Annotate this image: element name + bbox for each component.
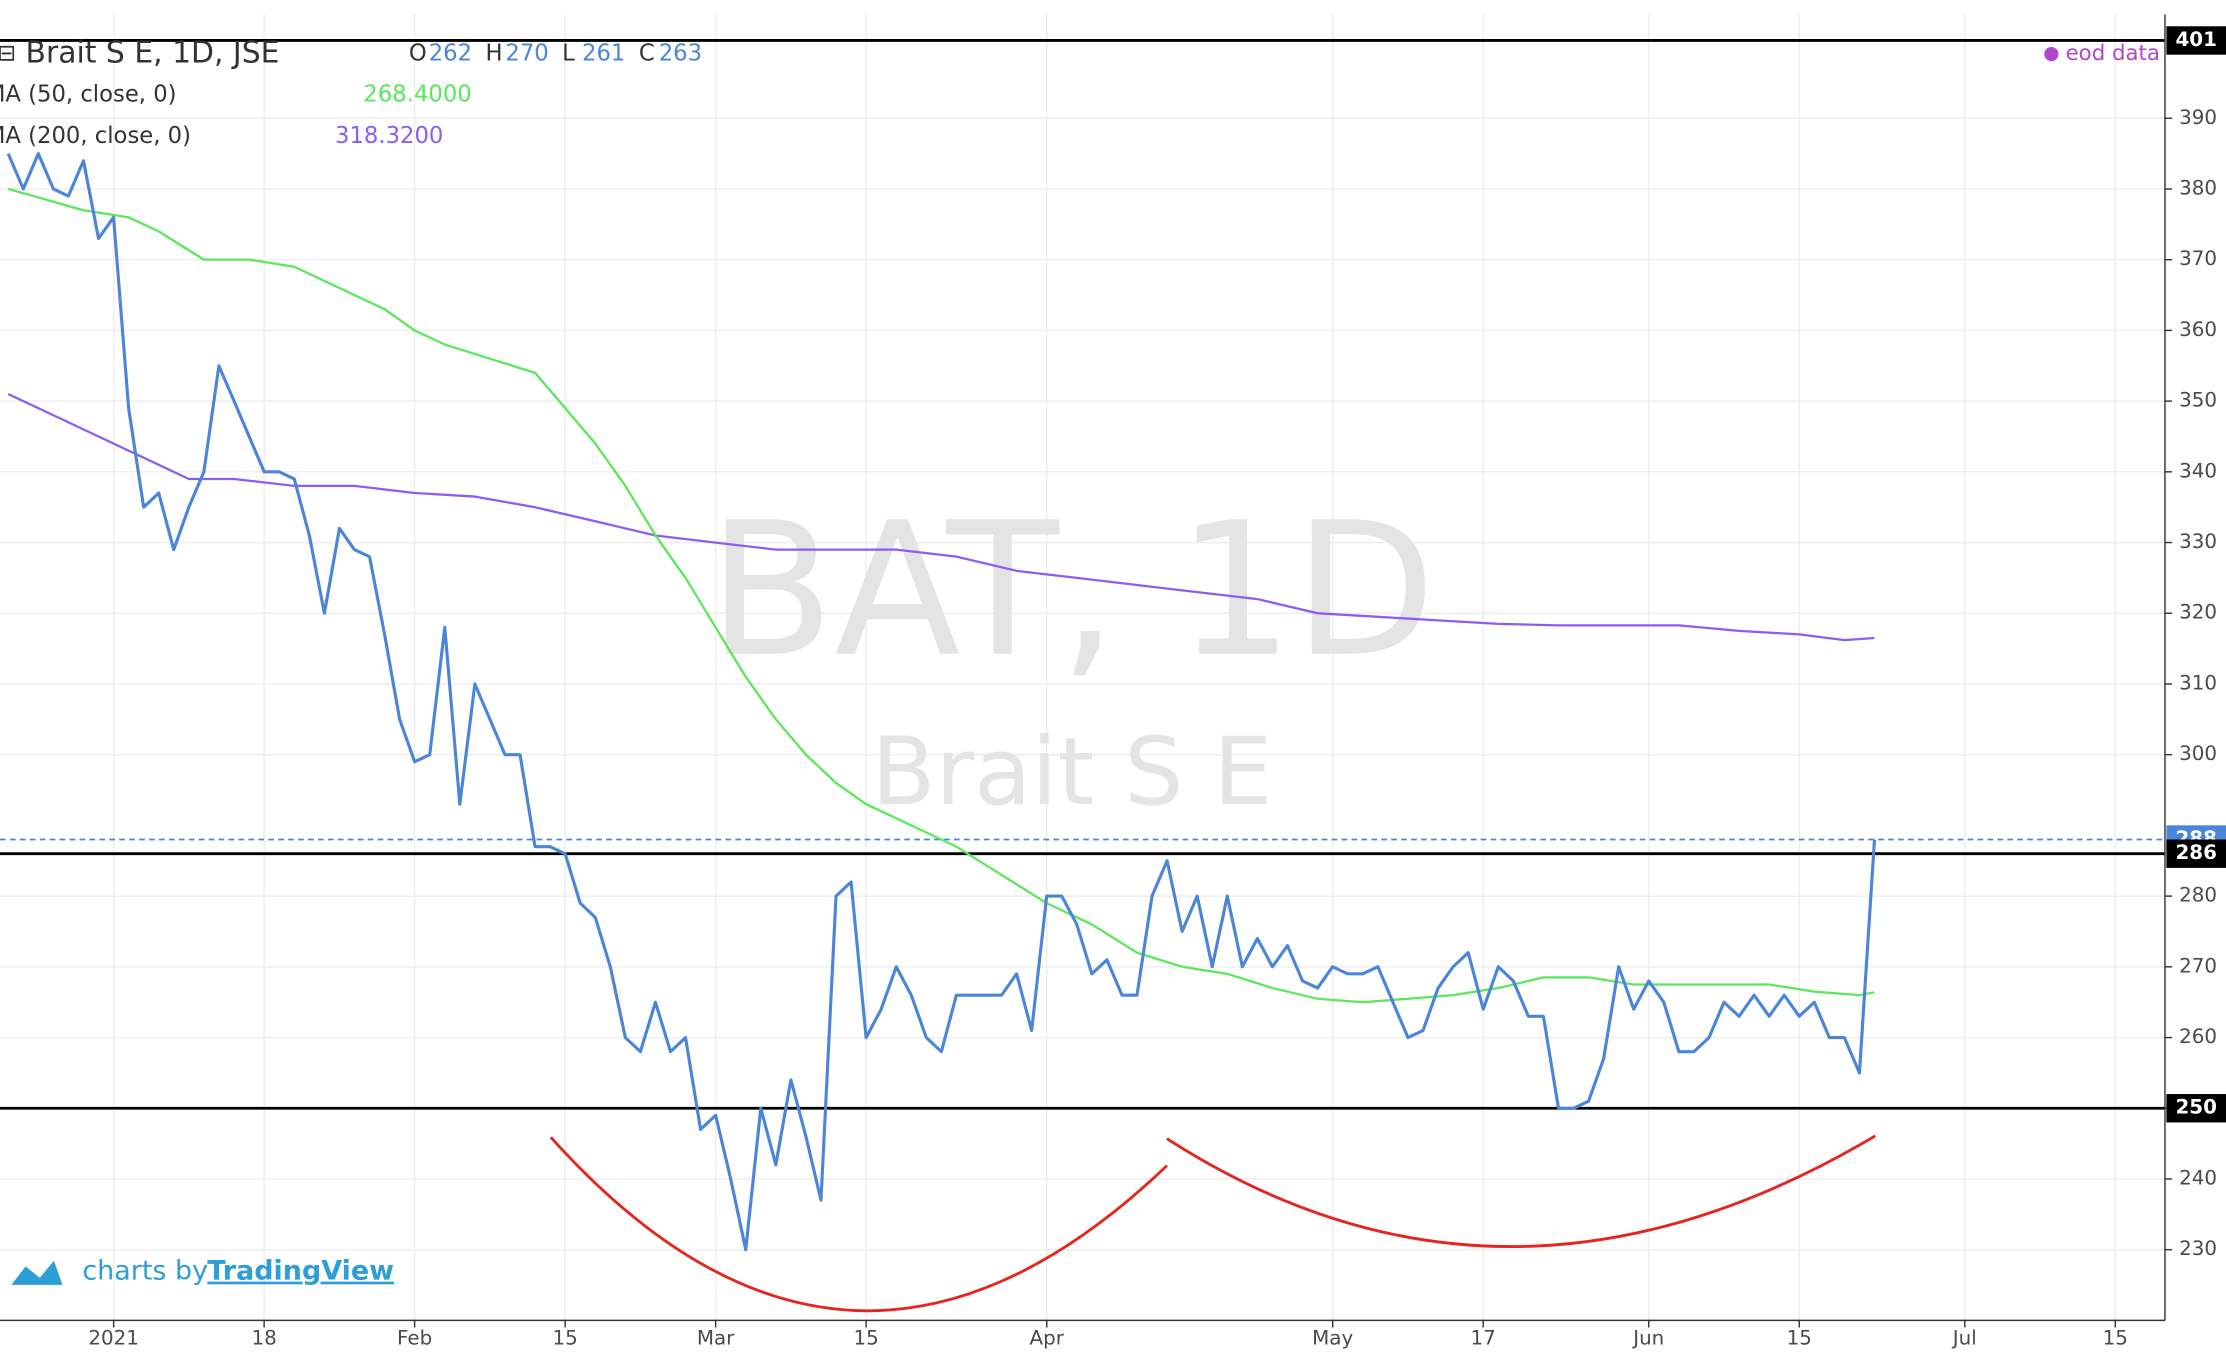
ohlc-value: 263 xyxy=(659,41,702,67)
legend-value: 268.4000 xyxy=(363,82,471,108)
legend-entry: MA (50, close, 0) xyxy=(0,82,177,108)
level-label: 286 xyxy=(2175,841,2216,864)
y-tick-label: 340 xyxy=(2179,459,2217,482)
x-tick-label: 15 xyxy=(853,1326,878,1349)
ohlc-label: L xyxy=(562,41,575,67)
watermark-subtitle: Brait S E xyxy=(871,718,1272,827)
level-label-box xyxy=(2166,1094,2226,1123)
y-tick-label: 240 xyxy=(2179,1166,2217,1189)
credit: charts by xyxy=(82,1256,208,1287)
y-tick-label: 370 xyxy=(2179,247,2217,270)
y-tick-label: 360 xyxy=(2179,318,2217,341)
x-tick-label: 15 xyxy=(1787,1326,1812,1349)
source-dot xyxy=(2044,46,2059,62)
legend-value: 318.3200 xyxy=(335,123,443,149)
level-label-box xyxy=(2166,26,2226,55)
x-tick-label: Mar xyxy=(697,1326,735,1349)
y-tick-label: 260 xyxy=(2179,1025,2217,1048)
level-label-box xyxy=(2166,839,2226,868)
legend-entry: MA (200, close, 0) xyxy=(0,123,191,149)
y-tick-label: 350 xyxy=(2179,389,2217,412)
x-tick-label: Feb xyxy=(397,1326,432,1349)
x-tick-label: 15 xyxy=(2103,1326,2128,1349)
y-tick-label: 300 xyxy=(2179,742,2217,765)
ohlc-label: H xyxy=(486,41,503,67)
axes: 230 240 250 260 270 280 300 310 320 330 340 350 360 3… xyxy=(88,26,2226,1349)
y-tick-label: 230 xyxy=(2179,1237,2217,1260)
series-line xyxy=(6,152,1877,1252)
x-tick-label: May xyxy=(1312,1326,1353,1349)
plot xyxy=(0,39,2165,1252)
annotation-arc xyxy=(549,1136,1168,1313)
source: eod data xyxy=(2066,41,2160,66)
y-tick-label: 380 xyxy=(2179,176,2217,199)
ohlc-value: 270 xyxy=(505,41,548,67)
x-tick-label: 18 xyxy=(251,1326,276,1349)
credit-link[interactable]: TradingView xyxy=(207,1256,394,1287)
legend: ⊟ Brait S E, 1D, JSE MA (50, close, 0) 2… xyxy=(0,36,2160,1287)
y-tick-label: 320 xyxy=(2179,601,2217,624)
level-label: 401 xyxy=(2175,28,2216,51)
chart-title: Brait S E, 1D, JSE xyxy=(26,36,280,71)
ohlc-label: C xyxy=(639,41,655,67)
x-tick-label: Jun xyxy=(1631,1326,1664,1349)
y-tick-label: 310 xyxy=(2179,671,2217,694)
x-tick-label: 2021 xyxy=(88,1326,139,1349)
y-tick-label: 280 xyxy=(2179,884,2217,907)
y-tick-label: 330 xyxy=(2179,530,2217,553)
logo xyxy=(11,1260,63,1285)
ohlc-label: O xyxy=(409,41,427,67)
y-tick-label: 270 xyxy=(2179,954,2217,977)
x-tick-label: Apr xyxy=(1030,1326,1065,1349)
annotation-arc xyxy=(1166,1134,1877,1248)
x-tick-label: Jul xyxy=(1951,1326,1977,1349)
series-line xyxy=(7,187,1875,1004)
ohlc-value: 262 xyxy=(429,41,472,67)
y-tick-label: 390 xyxy=(2179,106,2217,129)
x-tick-label: 17 xyxy=(1471,1326,1496,1349)
legend-collapse[interactable]: ⊟ xyxy=(0,41,16,67)
ohlc-value: 261 xyxy=(582,41,625,67)
level-label: 250 xyxy=(2175,1096,2216,1119)
watermark: BAT, 1D xyxy=(708,483,1436,698)
series-line xyxy=(7,393,1875,642)
x-tick-label: 15 xyxy=(552,1326,577,1349)
